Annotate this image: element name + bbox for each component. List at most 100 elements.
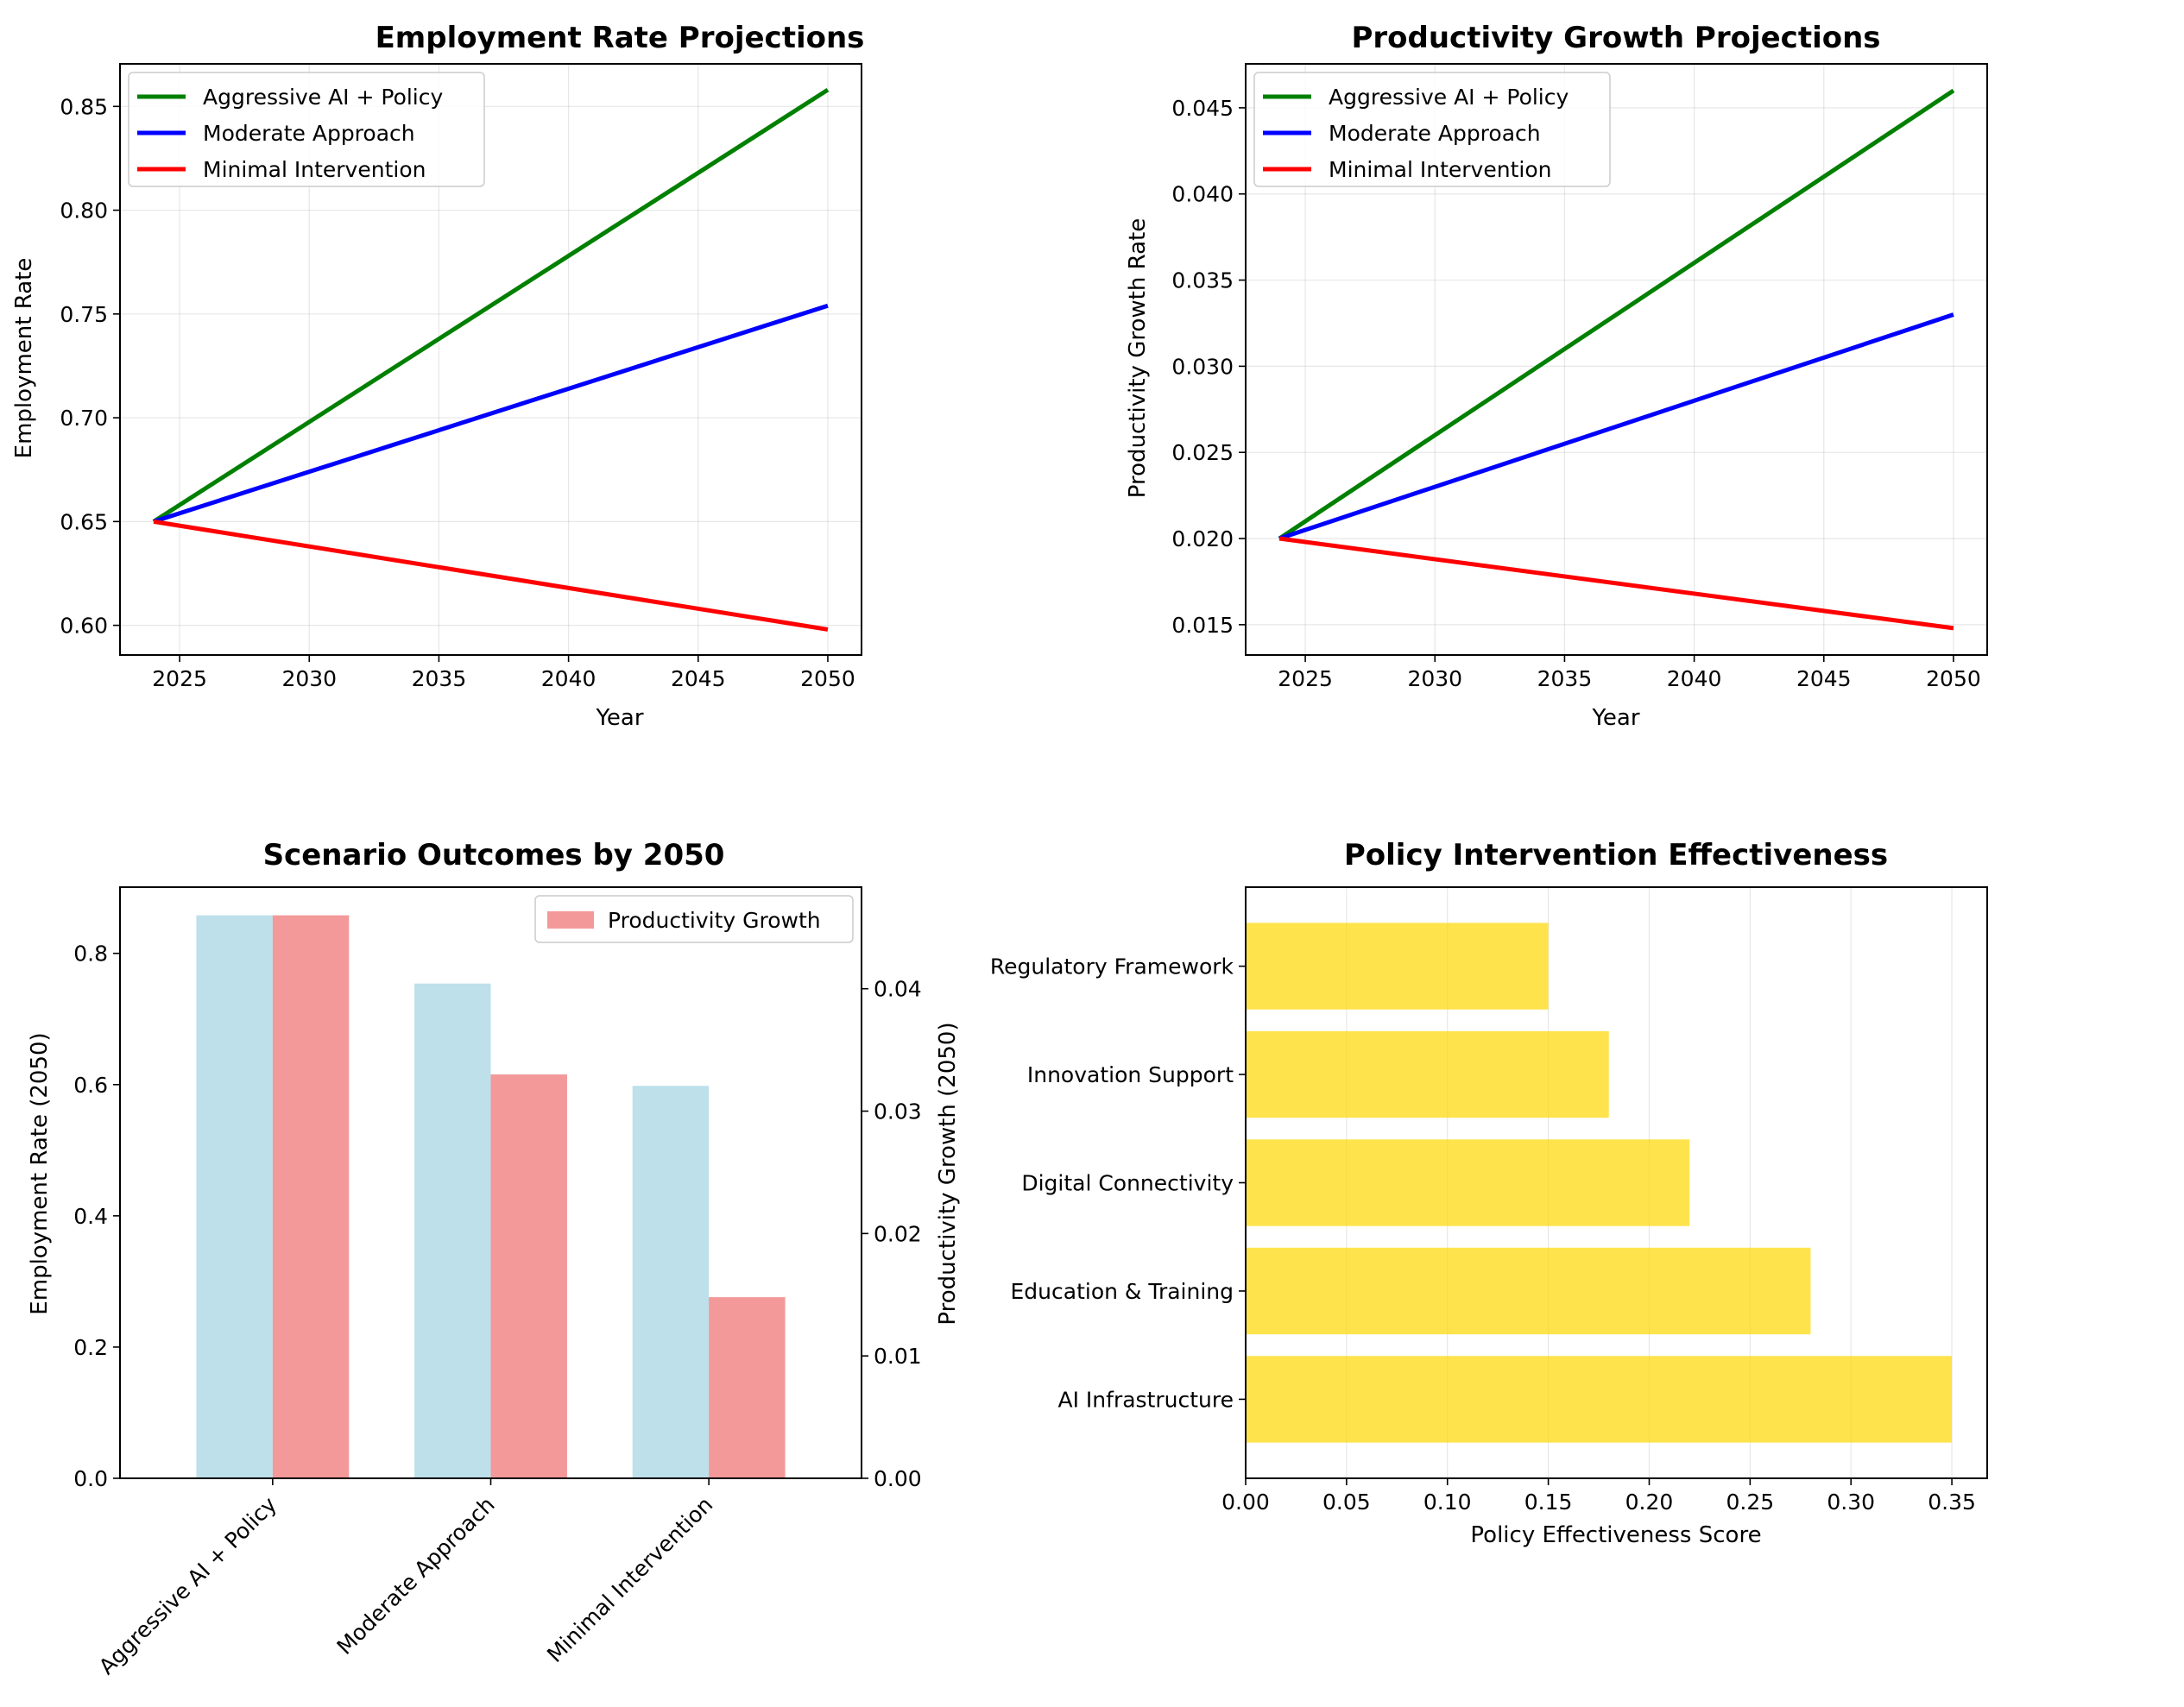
employment-series-line-2 [153, 303, 829, 524]
policy-bar [1246, 1356, 1953, 1443]
outcomes-right-y-tick-label: 0.03 [874, 1099, 922, 1124]
productivity-x-tick-label: 2025 [1278, 666, 1333, 691]
employment-x-ticks: 2025 2030 2035 2040 2045 2050 [152, 655, 855, 691]
productivity-x-tick-label: 2035 [1537, 666, 1593, 691]
productivity-y-ticks: 0.015 0.020 0.025 0.030 0.035 0.040 0.045 [1171, 96, 1246, 638]
policy-title: Policy Intervention Effectiveness [1344, 838, 1888, 872]
policy-x-label: Policy Effectiveness Score [1470, 1522, 1761, 1548]
productivity-legend-label: Minimal Intervention [1329, 157, 1551, 182]
productivity-x-tick-label: 2040 [1667, 666, 1722, 691]
outcomes-y-tick-label: 0.0 [73, 1466, 108, 1491]
outcomes-bar-employment [414, 983, 491, 1478]
outcomes-right-y-label: Productivity Growth (2050) [935, 1022, 961, 1325]
outcomes-title: Scenario Outcomes by 2050 [263, 838, 725, 872]
outcomes-right-y-tick-label: 0.01 [874, 1344, 922, 1369]
outcomes-bars [196, 915, 786, 1478]
policy-x-tick-label: 0.35 [1928, 1490, 1976, 1515]
outcomes-right-y-tick-label: 0.04 [874, 977, 922, 1002]
employment-y-ticks: 0.60 0.65 0.70 0.75 0.80 0.85 [60, 94, 120, 639]
employment-legend-label: Minimal Intervention [203, 157, 426, 182]
outcomes-y-tick-label: 0.6 [73, 1073, 108, 1098]
productivity-y-label: Productivity Growth Rate [1125, 218, 1151, 498]
employment-title: Employment Rate Projections [376, 21, 865, 55]
employment-x-tick-label: 2040 [541, 666, 596, 691]
policy-bar [1246, 1247, 1811, 1335]
outcomes-bar-employment [196, 915, 273, 1478]
outcomes-y-tick-label: 0.2 [73, 1335, 108, 1360]
policy-x-tick-label: 0.30 [1827, 1490, 1875, 1515]
productivity-x-tick-label: 2030 [1407, 666, 1462, 691]
outcomes-y-ticks: 0.0 0.2 0.4 0.6 0.8 [73, 942, 120, 1491]
employment-chart: 2025 2030 2035 2040 2045 2050 0.60 0.65 0.70 0.7… [11, 21, 864, 731]
employment-x-tick-label: 2045 [671, 666, 726, 691]
outcomes-right-y-tick-label: 0.02 [874, 1221, 922, 1246]
productivity-y-tick-label: 0.030 [1171, 354, 1234, 379]
employment-x-tick-label: 2035 [412, 666, 467, 691]
policy-x-tick-label: 0.15 [1524, 1490, 1573, 1515]
employment-legend-label: Moderate Approach [203, 121, 415, 146]
policy-x-ticks: 0.00 0.05 0.10 0.15 0.20 0.25 0.30 0.35 [1221, 1478, 1976, 1515]
productivity-x-ticks: 2025 2030 2035 2040 2045 2050 [1278, 655, 1981, 691]
policy-x-tick-label: 0.10 [1423, 1490, 1472, 1515]
productivity-chart: 2025 2030 2035 2040 2045 2050 0.015 0.020 0.025… [1125, 21, 1988, 731]
outcomes-legend: Productivity Growth [534, 895, 854, 943]
outcomes-right-y-ticks: 0.00 0.01 0.02 0.03 0.04 [862, 977, 922, 1491]
employment-x-tick-label: 2030 [281, 666, 337, 691]
outcomes-bar-productivity [490, 1074, 567, 1478]
outcomes-y-tick-label: 0.8 [73, 942, 108, 967]
policy-bar [1246, 1139, 1690, 1226]
productivity-y-tick-label: 0.045 [1171, 96, 1234, 121]
policy-y-ticks: AI Infrastructure Education & Training Dig… [990, 954, 1246, 1412]
outcomes-y-label: Employment Rate (2050) [27, 1032, 53, 1314]
outcomes-y-tick-label: 0.4 [73, 1204, 108, 1229]
policy-x-tick-label: 0.05 [1322, 1490, 1371, 1515]
productivity-legend: Aggressive AI + Policy Moderate Approach M… [1253, 72, 1611, 187]
policy-y-tick-label: Education & Training [1011, 1279, 1234, 1304]
policy-y-tick-label: AI Infrastructure [1058, 1387, 1234, 1412]
outcomes-legend-swatch [547, 911, 594, 929]
productivity-y-tick-label: 0.035 [1171, 268, 1234, 293]
policy-x-tick-label: 0.25 [1726, 1490, 1775, 1515]
policy-x-tick-label: 0.20 [1625, 1490, 1674, 1515]
policy-bar [1246, 923, 1549, 1010]
employment-legend-box [128, 72, 485, 187]
employment-series-line-3 [153, 519, 829, 632]
employment-x-label: Year [595, 705, 643, 731]
employment-y-tick-label: 0.60 [60, 614, 108, 639]
employment-legend-label: Aggressive AI + Policy [203, 85, 444, 110]
employment-y-tick-label: 0.80 [60, 198, 108, 224]
employment-x-tick-label: 2025 [152, 666, 207, 691]
productivity-y-tick-label: 0.040 [1171, 182, 1234, 207]
employment-y-tick-label: 0.85 [60, 94, 108, 119]
productivity-series-line-2 [1278, 312, 1954, 541]
employment-y-label: Employment Rate [11, 258, 37, 459]
productivity-x-label: Year [1591, 705, 1639, 731]
outcomes-bar-productivity [709, 1297, 786, 1478]
outcomes-legend-box [534, 895, 854, 943]
employment-x-tick-label: 2050 [800, 666, 855, 691]
productivity-title: Productivity Growth Projections [1351, 21, 1880, 55]
productivity-legend-label: Aggressive AI + Policy [1329, 85, 1569, 110]
employment-axes-frame [119, 63, 862, 656]
productivity-y-tick-label: 0.015 [1171, 613, 1234, 638]
productivity-y-tick-label: 0.020 [1171, 526, 1234, 551]
productivity-legend-box [1253, 72, 1611, 187]
policy-y-tick-label: Regulatory Framework [990, 954, 1234, 979]
productivity-x-tick-label: 2045 [1796, 666, 1852, 691]
productivity-series-line-3 [1278, 536, 1954, 631]
outcomes-bar-employment [632, 1086, 710, 1478]
policy-chart: 0.00 0.05 0.10 0.15 0.20 0.25 0.30 0.35 AI Infr… [990, 838, 1988, 1548]
employment-series [152, 87, 830, 632]
productivity-x-tick-label: 2050 [1926, 666, 1981, 691]
outcomes-bar-productivity [272, 915, 350, 1478]
policy-bar [1246, 1030, 1609, 1118]
policy-x-tick-label: 0.00 [1221, 1490, 1270, 1515]
policy-y-tick-label: Innovation Support [1027, 1062, 1234, 1087]
productivity-legend-label: Moderate Approach [1329, 121, 1541, 146]
productivity-y-tick-label: 0.025 [1171, 440, 1234, 465]
employment-y-tick-label: 0.70 [60, 406, 108, 431]
productivity-series [1278, 88, 1955, 631]
productivity-series-line-1 [1278, 88, 1955, 541]
employment-legend: Aggressive AI + Policy Moderate Approach M… [128, 72, 485, 187]
